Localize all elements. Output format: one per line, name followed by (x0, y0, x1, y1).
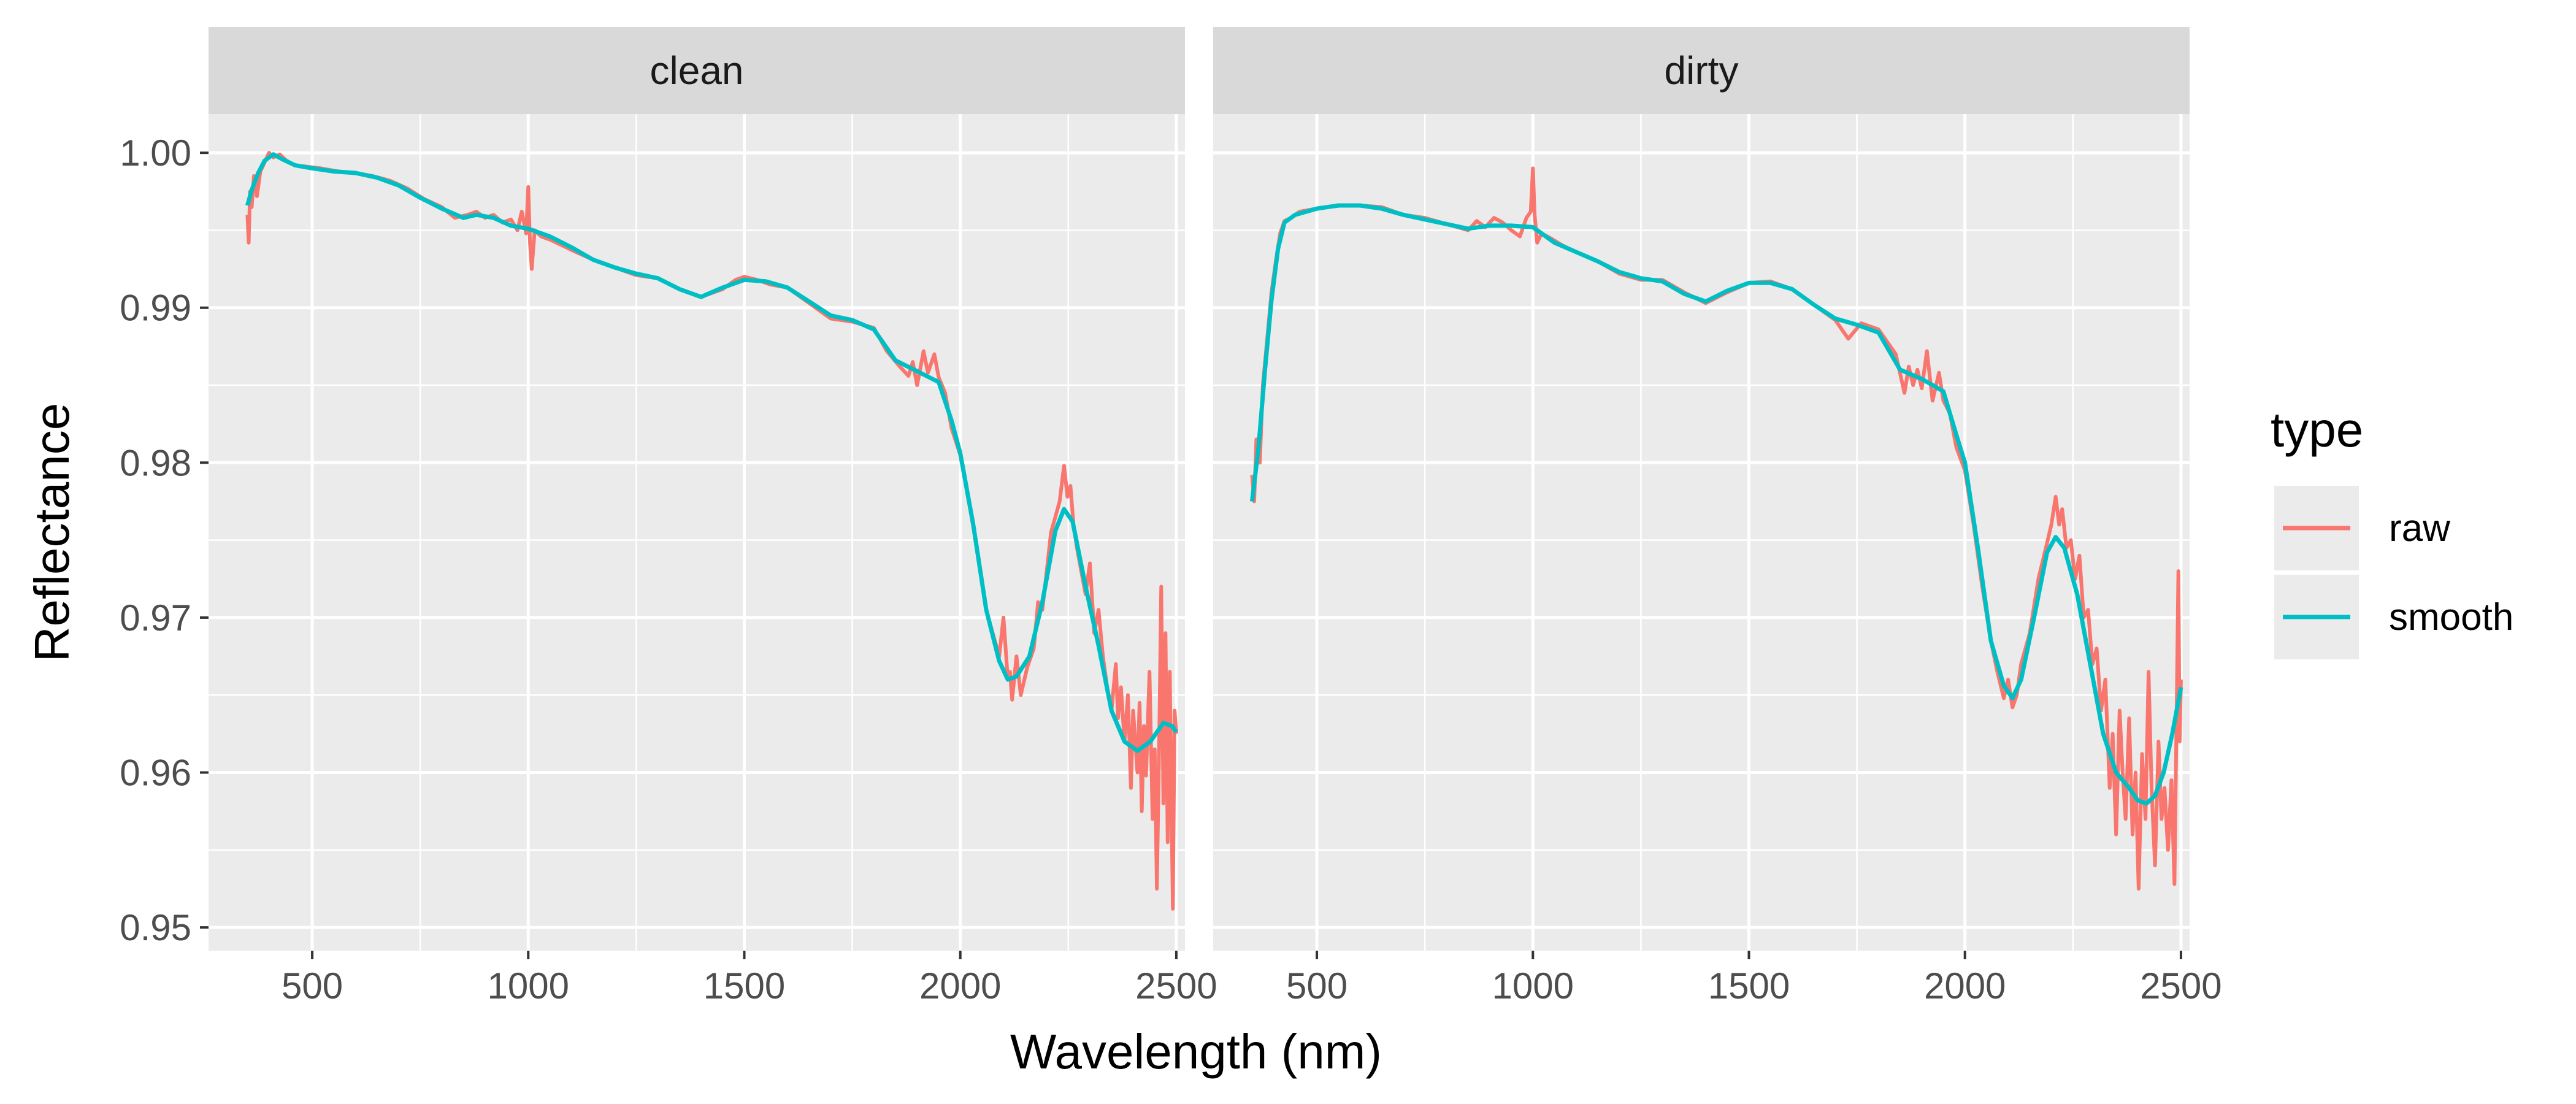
x-tick-label: 1500 (1708, 965, 1790, 1006)
panel-dirty: dirty 500 1000 1500 2000 2500 (1213, 27, 2222, 1006)
y-tick-label: 0.96 (120, 753, 191, 794)
y-tick-label: 0.95 (120, 907, 191, 948)
plot-background (1213, 114, 2190, 951)
legend-title: type (2271, 402, 2363, 457)
series-line-smooth (1249, 203, 2183, 806)
legend-entry-smooth: smooth (2274, 575, 2513, 659)
y-tick-label: 0.97 (120, 597, 191, 638)
series-line-smooth (245, 152, 1178, 753)
y-tick-label: 0.98 (120, 442, 191, 483)
x-axis-title-group: Wavelength (nm) (1010, 1024, 1382, 1079)
x-tick-label: 2500 (2140, 965, 2221, 1006)
y-tick-label: 0.99 (120, 288, 191, 329)
y-axis-title: Reflectance (25, 403, 79, 662)
legend-label: smooth (2389, 596, 2513, 638)
x-tick-label: 500 (1286, 965, 1347, 1006)
y-tick-label: 1.00 (120, 132, 191, 174)
panels: clean 500 1000 1500 2000 2500 0.95 0.96 0.97 0.98… (120, 27, 2222, 1006)
plot-background (209, 114, 1185, 951)
x-tick-label: 1000 (1492, 965, 1574, 1006)
x-tick-label: 500 (282, 965, 343, 1006)
x-tick-label: 1000 (488, 965, 569, 1006)
x-tick-label: 1500 (703, 965, 785, 1006)
legend-entry-raw: raw (2274, 486, 2450, 570)
strip-label: dirty (1665, 48, 1739, 93)
x-tick-label: 2000 (919, 965, 1001, 1006)
strip-background (209, 27, 1185, 114)
x-tick-label: 2000 (1924, 965, 2006, 1006)
strip-background (1213, 27, 2190, 114)
x-axis-title: Wavelength (nm) (1010, 1024, 1382, 1079)
legend-label: raw (2389, 507, 2450, 550)
panel-clean: clean 500 1000 1500 2000 2500 0.95 0.96 0.97 0.98… (120, 27, 1217, 1006)
y-axis-title-group: Reflectance (25, 403, 79, 662)
x-tick-label: 2500 (1135, 965, 1217, 1006)
legend: type raw smooth (2271, 402, 2513, 659)
strip-label: clean (650, 48, 744, 93)
